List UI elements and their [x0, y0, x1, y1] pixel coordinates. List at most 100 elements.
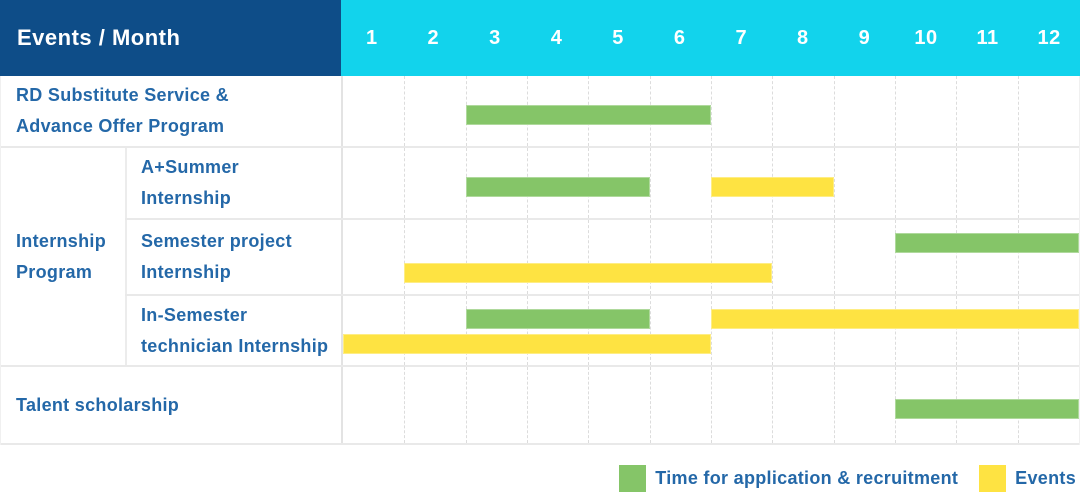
month-gridline [895, 76, 896, 146]
gantt-row: Talent scholarship [1, 367, 1079, 445]
month-gridline [527, 296, 528, 365]
month-gridline [404, 220, 406, 294]
month-header-cell: 8 [797, 26, 809, 49]
gantt-bar-events [711, 309, 1079, 329]
gantt-bar-events [343, 334, 711, 354]
row-label-line: Talent scholarship [16, 394, 180, 415]
month-gridline [772, 220, 774, 294]
row-label: Talent scholarship [1, 367, 341, 443]
legend-label-recruitment: Time for application & recruitment [655, 467, 959, 488]
month-gridline [1017, 220, 1019, 294]
month-gridline [649, 220, 651, 294]
month-gridline [833, 76, 835, 146]
month-gridline [465, 220, 467, 294]
month-header-cell: 12 [1037, 26, 1061, 49]
month-gridline [588, 367, 590, 443]
month-gridline [1017, 76, 1019, 146]
row-label-line: Internship [141, 262, 232, 282]
month-gridline [465, 296, 467, 365]
gantt-row: Semester project Internship [125, 220, 1079, 296]
gantt-bar-recruitment [895, 399, 1079, 419]
month-gridline [895, 148, 896, 218]
gantt-bar-recruitment [895, 233, 1079, 253]
month-header-cell: 1 [365, 26, 378, 49]
month-gridline [833, 220, 835, 294]
month-gridline [465, 367, 467, 443]
gantt-chart-cell [341, 367, 1079, 443]
gantt-row: In-Semester technician Internship [125, 296, 1079, 365]
internship-program-group-row: Internship Program A+Summer Internship Semes… [1, 148, 1079, 367]
group-label-line: Internship [16, 230, 107, 251]
month-header-cell: 6 [673, 26, 686, 49]
month-gridline [711, 367, 712, 443]
gantt-chart-cell [341, 76, 1079, 146]
legend-item-events: Events [979, 464, 1076, 492]
month-gridline [711, 76, 712, 146]
month-header-cell: 7 [735, 26, 748, 49]
month-gridline [833, 296, 835, 365]
row-label: A+Summer Internship [125, 148, 341, 218]
month-gridline [649, 367, 651, 443]
month-gridline [772, 296, 774, 365]
month-header-cell: 2 [427, 26, 440, 49]
month-gridline [711, 220, 712, 294]
row-label-line: Internship [141, 188, 232, 208]
month-header-cell: 5 [612, 26, 624, 49]
month-gridline [956, 296, 958, 365]
month-gridline [404, 76, 406, 146]
month-gridline [956, 148, 958, 218]
row-label-line: RD Substitute Service & [16, 85, 229, 105]
month-gridline [588, 296, 590, 365]
group-label-line: Program [16, 261, 93, 282]
gantt-body: RD Substitute Service & Advance Offer Pro… [0, 76, 1080, 445]
month-gridline [772, 367, 774, 443]
month-header-cell: 4 [550, 26, 563, 49]
gantt-bar-recruitment [465, 177, 650, 197]
month-gridline [895, 296, 896, 365]
month-header-cell: 3 [489, 26, 501, 49]
gantt-row: RD Substitute Service & Advance Offer Pro… [1, 76, 1079, 148]
group-sub-rows: A+Summer Internship Semester project Intern… [125, 148, 1079, 365]
table-header-row: Events / Month 1 2 3 4 5 6 7 8 9 10 11 12 [0, 0, 1080, 76]
month-header-row: 1 2 3 4 5 6 7 8 9 10 11 12 [341, 0, 1080, 76]
month-gridline [956, 220, 958, 294]
month-gridline [711, 296, 712, 365]
row-label-line: In-Semester [141, 304, 248, 325]
legend: Time for application & recruitment Event… [0, 445, 1080, 499]
gantt-chart-cell [341, 148, 1079, 218]
month-gridline [404, 148, 406, 218]
recruitment-color-swatch [619, 464, 647, 492]
row-label: RD Substitute Service & Advance Offer Pro… [1, 76, 341, 146]
month-gridline [1017, 296, 1019, 365]
month-gridline [404, 296, 406, 365]
events-month-header-cell: Events / Month [0, 0, 341, 76]
gantt-row: A+Summer Internship [125, 148, 1079, 220]
month-gridline [956, 76, 958, 146]
month-gridline [404, 367, 406, 443]
gantt-chart-cell [341, 296, 1079, 365]
row-label-line: technician Internship [141, 335, 329, 356]
month-gridline [833, 367, 835, 443]
month-gridline [527, 367, 528, 443]
row-label: In-Semester technician Internship [125, 296, 341, 365]
month-gridline [772, 76, 774, 146]
events-color-swatch [979, 464, 1007, 492]
legend-item-recruitment: Time for application & recruitment [619, 464, 959, 492]
month-gridline [588, 220, 590, 294]
month-gridline [649, 148, 651, 218]
month-header-cell: 11 [976, 26, 999, 49]
gantt-chart-cell [341, 220, 1079, 294]
row-label-line: Semester project [141, 231, 292, 251]
gantt-bar-recruitment [465, 105, 711, 125]
group-label: Internship Program [1, 148, 125, 365]
gantt-bar-events [404, 263, 773, 283]
month-header-cell: 9 [858, 26, 871, 49]
month-gridline [895, 220, 896, 294]
month-gridline [527, 220, 528, 294]
row-label-line: A+Summer [141, 157, 239, 177]
month-gridline [833, 148, 835, 218]
month-header-cell: 10 [914, 26, 938, 49]
page-title: Events / Month [17, 25, 181, 50]
month-gridline [1017, 148, 1019, 218]
